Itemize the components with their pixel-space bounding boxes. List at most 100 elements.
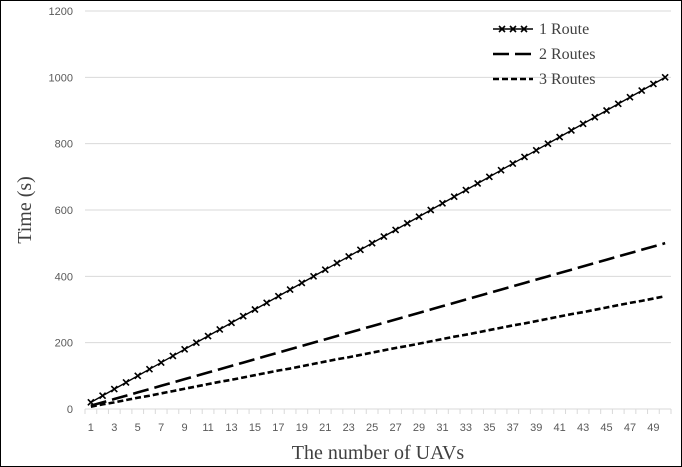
x-tick-label: 13 xyxy=(225,422,237,434)
x-tick-label: 21 xyxy=(319,422,331,434)
data-point xyxy=(544,140,552,148)
data-point xyxy=(110,385,118,393)
legend: 1 Route 2 Routes 3 Routes xyxy=(493,21,595,88)
data-point xyxy=(216,325,224,333)
data-point xyxy=(380,232,388,241)
x-tick-label: 41 xyxy=(554,422,566,434)
y-tick-label: 0 xyxy=(67,404,73,416)
data-point xyxy=(403,219,411,227)
x-tick-label: 23 xyxy=(343,422,355,434)
y-tick-label: 200 xyxy=(55,338,73,350)
x-tick-label: 11 xyxy=(202,422,213,434)
y-tick-label: 1000 xyxy=(49,72,73,84)
x-tick-label: 3 xyxy=(111,422,117,434)
series-line-2 xyxy=(90,241,666,407)
x-tick-label: 17 xyxy=(272,422,284,434)
data-point xyxy=(638,87,646,95)
series-line-1 xyxy=(90,76,666,403)
data-point xyxy=(661,73,669,81)
x-tick-label: 39 xyxy=(530,422,542,434)
data-point xyxy=(368,239,376,247)
data-point xyxy=(263,299,271,307)
data-point xyxy=(591,113,599,121)
x-tick-label: 31 xyxy=(436,422,448,434)
x-tick-label: 15 xyxy=(249,422,261,434)
x-tick-label: 7 xyxy=(158,422,164,434)
y-tick-label: 400 xyxy=(55,271,73,283)
series-line-3 xyxy=(90,294,666,408)
x-axis-ticks: 1 3 5 7 9 11 13 15 17 19 21 23 25 27 29 31 33 35 37 39 41 43 4… xyxy=(88,422,660,434)
data-point xyxy=(474,179,482,188)
x-tick-label: 43 xyxy=(577,422,589,434)
data-point xyxy=(509,160,517,168)
x-tick-label: 5 xyxy=(135,422,141,434)
legend-label-2: 2 Routes xyxy=(539,46,595,63)
data-point xyxy=(415,213,423,221)
data-point xyxy=(427,206,435,214)
data-point xyxy=(532,146,540,154)
legend-marker xyxy=(509,25,517,33)
data-point xyxy=(626,93,634,101)
x-tick-label: 27 xyxy=(389,422,401,434)
data-point xyxy=(309,272,318,280)
data-point xyxy=(485,173,493,181)
data-point xyxy=(145,365,154,373)
x-tick-label: 9 xyxy=(182,422,188,434)
data-point xyxy=(450,193,458,201)
data-point xyxy=(567,126,575,134)
y-tick-label: 600 xyxy=(55,205,73,217)
data-point xyxy=(579,120,587,128)
y-tick-label: 1200 xyxy=(49,6,73,18)
data-point xyxy=(438,199,447,207)
y-axis-title: Time (s) xyxy=(14,176,36,244)
gridlines xyxy=(85,10,671,344)
data-point xyxy=(356,246,364,254)
series-lines xyxy=(87,73,669,408)
data-point xyxy=(286,286,294,294)
legend-label-3: 3 Routes xyxy=(539,71,595,88)
data-point xyxy=(169,352,177,360)
data-point xyxy=(239,312,247,320)
data-point xyxy=(181,345,189,353)
legend-label-1: 1 Route xyxy=(539,21,589,38)
data-point xyxy=(392,226,400,234)
x-tick-label: 25 xyxy=(366,422,378,434)
x-tick-label: 29 xyxy=(413,422,425,434)
data-point xyxy=(274,292,282,300)
data-point xyxy=(204,332,212,340)
data-point xyxy=(298,279,306,287)
data-point xyxy=(157,359,165,367)
data-point xyxy=(227,319,236,327)
x-tick-label: 33 xyxy=(460,422,472,434)
x-tick-label: 47 xyxy=(624,422,636,434)
x-tick-label: 37 xyxy=(507,422,519,434)
data-point xyxy=(134,372,142,380)
legend-marker xyxy=(498,25,506,33)
data-point xyxy=(556,133,564,141)
x-tick-label: 45 xyxy=(600,422,612,434)
data-point xyxy=(99,392,107,400)
data-point xyxy=(192,339,200,347)
x-tick-label: 19 xyxy=(296,422,308,434)
data-point xyxy=(462,186,470,194)
x-tick-label: 35 xyxy=(483,422,495,434)
data-point xyxy=(602,106,611,115)
data-point xyxy=(345,252,353,260)
data-point xyxy=(649,80,657,88)
y-tick-label: 800 xyxy=(55,139,73,151)
data-point xyxy=(614,100,622,108)
x-tick-label: 49 xyxy=(647,422,659,434)
data-point xyxy=(251,305,259,314)
y-axis-ticks: 0 200 400 600 800 1000 1200 xyxy=(49,6,73,416)
x-axis xyxy=(84,408,672,414)
data-point xyxy=(333,259,341,267)
data-point xyxy=(520,153,529,161)
data-point xyxy=(122,378,130,387)
data-point xyxy=(497,166,505,174)
x-axis-title: The number of UAVs xyxy=(292,442,465,464)
x-tick-label: 1 xyxy=(88,422,94,434)
legend-marker xyxy=(520,25,528,33)
data-point xyxy=(321,266,329,274)
